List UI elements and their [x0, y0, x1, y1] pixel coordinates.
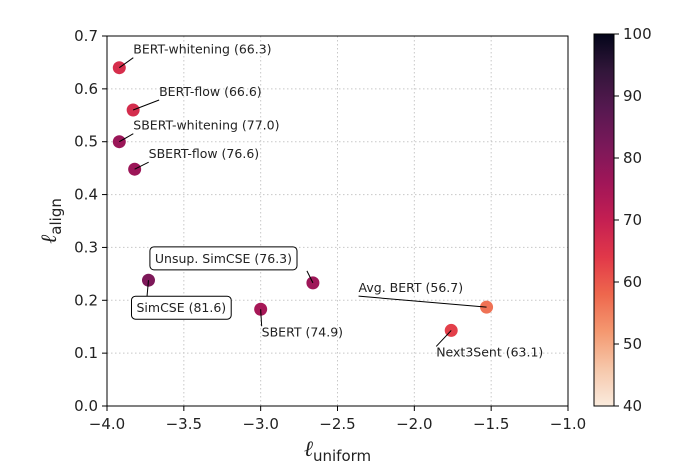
- point-label: SBERT-whitening (77.0): [133, 118, 279, 133]
- x-tick-label: −1.5: [473, 415, 509, 433]
- point-label: BERT-flow (66.6): [159, 84, 262, 99]
- colorbar-tick-label: 70: [623, 211, 642, 229]
- y-tick-label: 0.6: [74, 80, 98, 98]
- point-connector: [119, 133, 134, 143]
- y-tick-label: 0.5: [74, 133, 98, 151]
- point-label-box: [130, 295, 232, 320]
- colorbar-tick-label: 40: [623, 397, 642, 415]
- colorbar-tick-label: 100: [623, 25, 652, 43]
- colorbar-tick-label: 60: [623, 273, 642, 291]
- point-label: SBERT-flow (76.6): [149, 146, 260, 161]
- x-tick-label: −2.5: [319, 415, 355, 433]
- point-connector: [306, 270, 314, 284]
- colorbar: 40 50 60 70 80 90 100: [593, 25, 652, 415]
- point-label: SBERT (74.9): [262, 324, 343, 339]
- y-tick-label: 0.2: [74, 291, 98, 309]
- x-axis-title-main: ℓ: [304, 437, 314, 462]
- point-connector: [119, 57, 134, 69]
- tick-layer: −4.0 −3.5 −3.0 −2.5 −2.0 −1.5 −1.0 0.0 0.1 0.2 0.3…: [74, 27, 586, 433]
- colorbar-tick-label: 90: [623, 87, 642, 105]
- colorbar-tick-label: 80: [623, 149, 642, 167]
- y-tick-label: 0.4: [74, 186, 98, 204]
- x-tick-label: −3.0: [242, 415, 278, 433]
- x-tick-label: −2.0: [396, 415, 432, 433]
- y-tick-label: 0.7: [74, 27, 98, 45]
- x-axis-title: ℓuniform: [304, 437, 371, 465]
- point-layer: [112, 61, 494, 337]
- colorbar-gradient: [593, 33, 615, 407]
- point-connector: [134, 161, 149, 170]
- x-tick-label: −1.0: [550, 415, 586, 433]
- point-label: Next3Sent (63.1): [436, 344, 543, 359]
- x-tick-label: −4.0: [89, 415, 125, 433]
- point-connector: [358, 295, 487, 308]
- y-axis-title-main: ℓ: [37, 234, 62, 244]
- point-label: SimCSE (81.6): [136, 300, 226, 315]
- point-label: Avg. BERT (56.7): [359, 280, 464, 295]
- label-layer: BERT-whitening (66.3) BERT-flow (66.6) SBE…: [119, 42, 543, 359]
- y-tick-label: 0.0: [74, 397, 98, 415]
- point-label: Unsup. SimCSE (76.3): [155, 251, 292, 266]
- point-connector: [132, 99, 160, 111]
- y-axis-title-sub: align: [47, 198, 65, 235]
- point-connector: [435, 330, 452, 347]
- point-label-box: [149, 246, 298, 271]
- x-tick-label: −3.5: [166, 415, 202, 433]
- colorbar-ticks: 40 50 60 70 80 90 100: [614, 25, 652, 415]
- x-axis-title-sub: uniform: [313, 447, 371, 465]
- y-axis-title: ℓalign: [37, 198, 65, 244]
- y-tick-label: 0.3: [74, 238, 98, 256]
- y-tick-label: 0.1: [74, 344, 98, 362]
- point-label: BERT-whitening (66.3): [133, 42, 271, 57]
- colorbar-tick-label: 50: [623, 335, 642, 353]
- point-connector: [260, 309, 263, 327]
